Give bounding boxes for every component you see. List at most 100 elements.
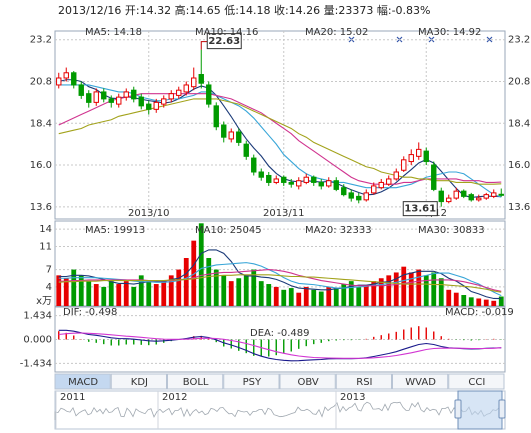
tab[interactable]: WVAD xyxy=(392,373,449,390)
tab-background[interactable] xyxy=(110,373,167,390)
volume-bar xyxy=(318,291,324,306)
candle-body xyxy=(258,171,264,178)
tab-label[interactable]: WVAD xyxy=(405,377,436,388)
volume-bar xyxy=(371,281,377,306)
tab-label[interactable]: RSI xyxy=(356,377,372,388)
volume-bar xyxy=(401,266,407,306)
annotation-leader xyxy=(200,41,208,50)
candle-body xyxy=(63,72,69,79)
tab[interactable]: RSI xyxy=(335,373,392,390)
y-tick-label: 7 xyxy=(46,265,52,276)
tab-background[interactable] xyxy=(392,373,449,390)
y-tick-label-right: 18.4 xyxy=(508,118,530,129)
candle-body xyxy=(153,101,159,110)
candle-body xyxy=(446,197,452,203)
volume-bar xyxy=(446,289,452,306)
volume-bar xyxy=(468,297,474,306)
volume-unit: x万 xyxy=(36,296,52,307)
x-tick-label: 2013/11 xyxy=(263,208,305,219)
volume-bar xyxy=(431,272,437,306)
tab-label[interactable]: PSY xyxy=(243,377,262,388)
tab[interactable]: PSY xyxy=(223,373,280,390)
candle-body xyxy=(453,190,459,199)
tab[interactable]: KDJ xyxy=(110,373,167,390)
volume-bar xyxy=(363,285,369,306)
x-tick-label: 2013/10 xyxy=(128,208,170,219)
candle-body xyxy=(183,84,189,93)
candle-body xyxy=(161,98,167,105)
tab-label[interactable]: CCI xyxy=(468,377,485,388)
legend-entry: MA30: 30833 xyxy=(418,225,485,236)
tab[interactable]: CCI xyxy=(448,373,505,390)
candle-body xyxy=(78,84,84,96)
candle-body xyxy=(311,176,317,183)
legend-entry: MA20: 32333 xyxy=(305,225,372,236)
tab-label[interactable]: BOLL xyxy=(183,377,209,388)
tab[interactable]: MACD xyxy=(54,373,111,390)
candle-body xyxy=(123,91,129,98)
volume-bar xyxy=(266,284,272,306)
candle-body xyxy=(408,154,414,163)
volume-bar xyxy=(296,292,302,306)
candle-body xyxy=(363,192,369,201)
navigator-window[interactable] xyxy=(457,390,503,430)
navigator-handle[interactable] xyxy=(454,399,462,419)
navigator-label: 2012 xyxy=(162,392,187,403)
volume-bar xyxy=(243,275,249,306)
navigator-handle[interactable] xyxy=(498,399,506,419)
candle-body xyxy=(213,105,219,128)
volume-bar xyxy=(78,275,84,306)
tab-label[interactable]: MACD xyxy=(68,377,98,388)
candle-body xyxy=(423,150,429,163)
candle-body xyxy=(251,157,257,173)
candle-body xyxy=(221,124,227,138)
ma-line xyxy=(58,98,502,185)
candle-body xyxy=(228,131,234,140)
volume-bar xyxy=(303,286,309,306)
candle-body xyxy=(431,164,437,190)
tab[interactable]: BOLL xyxy=(167,373,224,390)
y-tick-label: 4 xyxy=(46,282,52,293)
volume-bar xyxy=(281,289,287,306)
ma-line xyxy=(58,274,502,293)
tab-background[interactable] xyxy=(167,373,224,390)
tab-label[interactable]: OBV xyxy=(297,377,318,388)
y-tick-label: 0.000 xyxy=(23,335,52,346)
legend-entry: MA10: 25045 xyxy=(195,225,262,236)
volume-bar xyxy=(423,275,429,306)
candle-body xyxy=(273,178,279,183)
volume-bar xyxy=(341,284,347,306)
candle-body xyxy=(491,192,497,197)
volume-bar xyxy=(198,223,204,306)
navigator-frame xyxy=(54,390,506,430)
tab-background[interactable] xyxy=(279,373,336,390)
volume-bar xyxy=(386,275,392,306)
legend-entry: MA30: 14.92 xyxy=(418,27,481,38)
tab-background[interactable] xyxy=(448,373,505,390)
candle-body xyxy=(138,96,144,107)
volume-bar xyxy=(221,275,227,306)
tab[interactable]: OBV xyxy=(279,373,336,390)
candle-body xyxy=(333,180,339,190)
candle-body xyxy=(318,181,324,187)
high-annotation: 22.63 xyxy=(208,36,240,47)
y-tick-label: 13.6 xyxy=(30,202,52,213)
tab-background[interactable] xyxy=(223,373,280,390)
volume-bar xyxy=(176,269,182,306)
ma-line xyxy=(58,332,502,359)
tab-label[interactable]: KDJ xyxy=(131,377,148,388)
tab-background[interactable] xyxy=(54,373,111,390)
volume-bar xyxy=(86,281,92,306)
volume-bar xyxy=(416,269,422,306)
volume-bar xyxy=(146,281,152,306)
candle-body xyxy=(116,96,122,105)
volume-bar xyxy=(393,272,399,306)
candle-body xyxy=(288,181,294,185)
volume-bar xyxy=(116,284,122,306)
ma-line xyxy=(58,249,502,300)
candle-body xyxy=(243,143,249,157)
tab-background[interactable] xyxy=(335,373,392,390)
candle-body xyxy=(108,98,114,103)
